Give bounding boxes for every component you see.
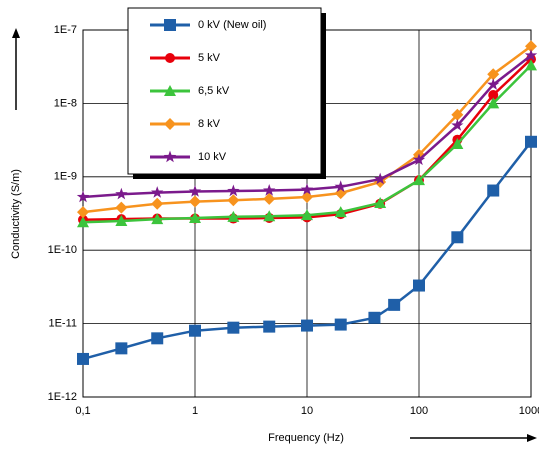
- marker: [227, 210, 240, 222]
- marker: [263, 184, 276, 196]
- marker: [334, 206, 347, 218]
- legend-label: 5 kV: [198, 52, 221, 64]
- y-tick-label: 1E-8: [54, 97, 77, 109]
- marker: [300, 183, 314, 195]
- marker: [374, 172, 387, 185]
- legend-label: 10 kV: [198, 151, 227, 163]
- marker: [77, 216, 89, 228]
- marker: [263, 192, 276, 205]
- marker: [227, 321, 240, 334]
- marker: [487, 68, 500, 81]
- marker: [115, 342, 128, 355]
- legend-label: 6,5 kV: [198, 85, 230, 97]
- marker: [189, 324, 201, 337]
- marker: [164, 19, 176, 31]
- x-tick-label: 100: [410, 405, 428, 417]
- y-tick-label: 1E-10: [48, 244, 77, 256]
- marker: [525, 59, 537, 71]
- marker: [164, 118, 176, 130]
- x-tick-label: 10: [301, 405, 313, 417]
- marker: [487, 78, 500, 90]
- marker: [388, 298, 401, 311]
- marker: [524, 49, 538, 61]
- y-tick-label: 1E-12: [48, 391, 77, 403]
- marker: [301, 191, 313, 204]
- marker: [451, 231, 464, 244]
- legend-label: 8 kV: [198, 118, 221, 130]
- marker: [77, 206, 89, 219]
- marker: [151, 186, 164, 198]
- marker: [451, 108, 464, 121]
- marker: [151, 197, 164, 210]
- marker: [189, 195, 201, 208]
- marker: [189, 211, 201, 223]
- marker: [368, 311, 381, 324]
- marker: [227, 184, 240, 197]
- x-axis-label: Frequency (Hz): [268, 432, 344, 444]
- marker: [525, 40, 537, 53]
- marker: [165, 53, 175, 63]
- marker: [374, 196, 387, 208]
- marker: [412, 153, 426, 166]
- marker: [76, 190, 90, 203]
- marker: [451, 119, 464, 131]
- marker: [263, 210, 276, 222]
- x-tick-label: 1000: [519, 405, 539, 417]
- marker: [525, 135, 537, 148]
- marker: [188, 185, 202, 197]
- marker: [163, 150, 177, 163]
- marker: [487, 97, 500, 109]
- x-arrow-head: [527, 434, 537, 442]
- marker: [77, 352, 89, 365]
- y-arrow-head: [12, 28, 20, 38]
- marker: [115, 201, 128, 214]
- marker: [334, 180, 347, 193]
- y-tick-label: 1E-11: [48, 318, 77, 330]
- legend-label: 0 kV (New oil): [198, 19, 266, 31]
- marker: [451, 137, 464, 149]
- marker: [413, 279, 425, 292]
- y-tick-label: 1E-9: [54, 171, 77, 183]
- marker: [115, 187, 128, 200]
- marker: [115, 214, 128, 226]
- x-tick-label: 0,1: [75, 405, 90, 417]
- marker: [301, 319, 313, 332]
- y-tick-label: 1E-7: [54, 24, 77, 36]
- marker: [227, 194, 240, 207]
- marker: [164, 85, 176, 96]
- marker: [334, 318, 347, 331]
- marker: [263, 320, 276, 333]
- marker: [413, 174, 425, 186]
- marker: [301, 209, 313, 221]
- marker: [487, 184, 500, 197]
- marker: [488, 90, 499, 101]
- marker: [151, 213, 164, 225]
- x-tick-label: 1: [192, 405, 198, 417]
- marker: [151, 332, 164, 345]
- series-line: [82, 141, 532, 361]
- y-axis-label: Conductivity (S/m): [10, 169, 22, 259]
